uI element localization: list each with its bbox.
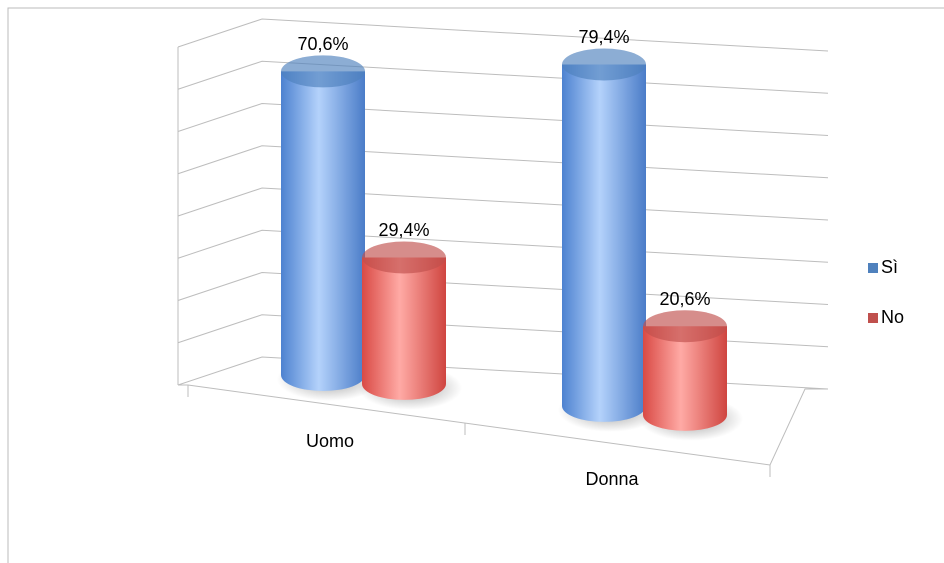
grid-line [177,314,829,348]
bar-top [362,241,446,274]
grid-line [177,271,829,305]
bar-top [643,310,727,343]
legend-swatch [868,263,878,273]
grid-line [177,60,829,94]
grid-line [177,187,829,221]
bar [643,326,727,431]
bar [362,257,446,400]
x-tick-label: Uomo [306,431,354,451]
data-label: 20,6% [659,289,710,309]
grid-line [177,229,829,263]
bar-top [281,55,365,88]
bar [281,71,365,392]
grid-line [177,356,829,390]
x-tick-label: Donna [585,469,639,489]
data-label: 79,4% [578,27,629,47]
legend-label: No [881,307,904,327]
bar-top [562,48,646,81]
bar [562,64,646,422]
chart-border [7,7,944,563]
grid-line [177,18,829,52]
grid-line [177,102,829,136]
data-label: 70,6% [297,34,348,54]
data-label: 29,4% [378,220,429,240]
grid-line [177,145,829,179]
legend-label: Sì [881,257,898,277]
legend-swatch [868,313,878,323]
